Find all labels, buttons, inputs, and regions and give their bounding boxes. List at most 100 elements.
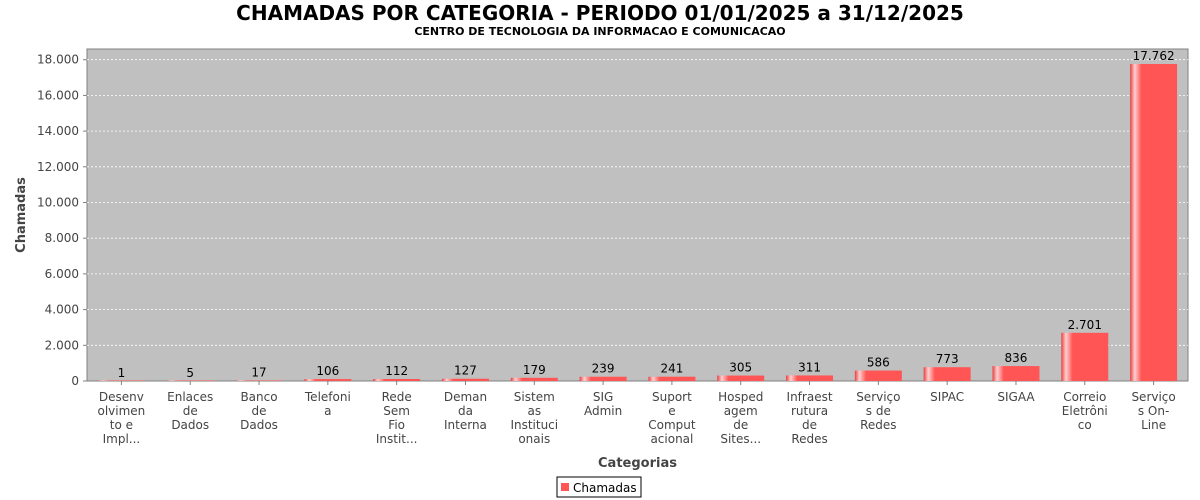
bar-value-label: 305 (729, 361, 752, 375)
x-axis-label: Categorias (598, 456, 677, 471)
bar (97, 380, 145, 381)
x-tick-label-line: a (324, 404, 331, 418)
plot-area (86, 48, 1189, 382)
bar (304, 379, 352, 381)
x-tick-label: Serviço s de Redes (856, 390, 900, 432)
x-tick-label-line: Fio (388, 418, 405, 432)
y-tick-label: 2.000 (45, 338, 79, 352)
bar-value-label: 179 (523, 363, 546, 377)
bar (1130, 63, 1178, 381)
x-tick-label-line: Serviço (1131, 390, 1175, 404)
bar (923, 367, 971, 381)
x-tick-label-line: Dados (171, 418, 209, 432)
x-tick-label-line: Dados (240, 418, 278, 432)
x-tick-label-line: Hosped (718, 390, 763, 404)
bar (373, 379, 421, 381)
bar (1061, 332, 1109, 381)
x-tick-label: Correio Eletrôni co (1062, 390, 1108, 432)
x-tick-label-line: Sistem (514, 390, 555, 404)
x-tick-label: SIGAA (997, 390, 1035, 404)
x-tick-label: SIG Admin (584, 390, 622, 418)
legend-swatch (561, 483, 569, 491)
x-tick-label-line: Correio (1063, 390, 1106, 404)
x-tick-label: Serviço s On-Line (1131, 390, 1175, 432)
bar-value-label: 17 (251, 366, 266, 380)
x-tick-label-line: e (668, 404, 675, 418)
y-tick-label: 6.000 (45, 267, 79, 281)
x-tick-label-line: Rede (382, 390, 412, 404)
x-tick-label-line: de (733, 418, 748, 432)
x-tick-label-line: SIGAA (997, 390, 1035, 404)
bar (992, 366, 1040, 381)
x-tick-label-line: SIPAC (930, 390, 964, 404)
x-tick-label: Telefoni a (304, 390, 351, 418)
bar-value-label: 239 (592, 362, 615, 376)
x-tick-label-line: Banco (240, 390, 277, 404)
x-tick-label-line: da (458, 404, 473, 418)
y-tick-label: 12.000 (37, 160, 79, 174)
x-tick-label-line: Sem (383, 404, 410, 418)
x-tick-label-line: as (527, 404, 541, 418)
x-tick-label-line: de (183, 404, 198, 418)
x-tick-label: Enlaces de Dados (167, 390, 213, 432)
x-tick-label-line: Instit... (376, 432, 418, 446)
x-tick-label-line: Serviço (856, 390, 900, 404)
y-tick-label: 14.000 (37, 124, 79, 138)
x-tick-label: Rede Sem Fio Instit... (376, 390, 418, 446)
bar (854, 370, 902, 381)
y-tick-label: 4.000 (45, 303, 79, 317)
legend-box (556, 476, 642, 498)
bar-value-label: 836 (1005, 351, 1028, 365)
bar (786, 375, 834, 381)
x-tick-label: Infraest rutura de Redes (787, 390, 833, 446)
bar-value-label: 773 (936, 352, 959, 366)
bar (510, 377, 558, 381)
bar-value-label: 5 (186, 366, 194, 380)
bar (166, 380, 214, 381)
x-tick-label-line: Desenv (99, 390, 144, 404)
chart-title: CHAMADAS POR CATEGORIA - PERIODO 01/01/2… (236, 1, 964, 25)
bar-value-label: 2.701 (1068, 318, 1102, 332)
bar (235, 380, 283, 381)
x-tick-label-line: Sites... (720, 432, 761, 446)
bar-value-label: 241 (660, 362, 683, 376)
x-tick-label: Desenv olvimen to e Impl... (98, 390, 146, 446)
bar (648, 376, 696, 381)
x-tick-label-line: Comput (648, 418, 696, 432)
x-tick-label-line: Enlaces (167, 390, 213, 404)
y-tick-label: 8.000 (45, 231, 79, 245)
x-tick-label-line: SIG (593, 390, 613, 404)
y-tick-label: 10.000 (37, 196, 79, 210)
x-tick-label-line: Admin (584, 404, 622, 418)
x-tick-label-line: olvimen (98, 404, 146, 418)
x-tick-label-line: agem (724, 404, 758, 418)
x-tick-label-line: Instituci (510, 418, 558, 432)
y-tick-label: 18.000 (37, 53, 79, 67)
x-tick-label-line: Infraest (787, 390, 833, 404)
x-tick-label: Suport e Comput acional (648, 390, 696, 446)
bar-value-label: 127 (454, 364, 477, 378)
x-tick-label: Hosped agem de Sites... (718, 390, 763, 446)
x-tick-label-line: to e (110, 418, 133, 432)
x-tick-label: Sistem as Instituci onais (510, 390, 558, 446)
x-tick-label-line: de (802, 418, 817, 432)
x-tick-label-line: Impl... (103, 432, 141, 446)
legend-label: Chamadas (573, 481, 637, 495)
bar-value-label: 586 (867, 356, 890, 370)
chart-subtitle: CENTRO DE TECNOLOGIA DA INFORMACAO E COM… (414, 25, 786, 38)
x-tick-label-line: Suport (652, 390, 692, 404)
bar-value-label: 311 (798, 360, 821, 374)
y-axis-label: Chamadas (14, 177, 29, 253)
x-tick-label: Banco de Dados (240, 390, 278, 432)
x-tick-label-line: acional (650, 432, 693, 446)
x-tick-label-line: s On- (1138, 404, 1169, 418)
x-tick-label-line: onais (518, 432, 550, 446)
x-tick-label-line: Eletrôni (1062, 404, 1108, 418)
x-tick-label-line: rutura (791, 404, 828, 418)
bar-value-label: 1 (118, 366, 126, 380)
x-tick-label-line: de (252, 404, 267, 418)
x-tick-label-line: co (1078, 418, 1092, 432)
y-tick-label: 0 (71, 374, 79, 388)
